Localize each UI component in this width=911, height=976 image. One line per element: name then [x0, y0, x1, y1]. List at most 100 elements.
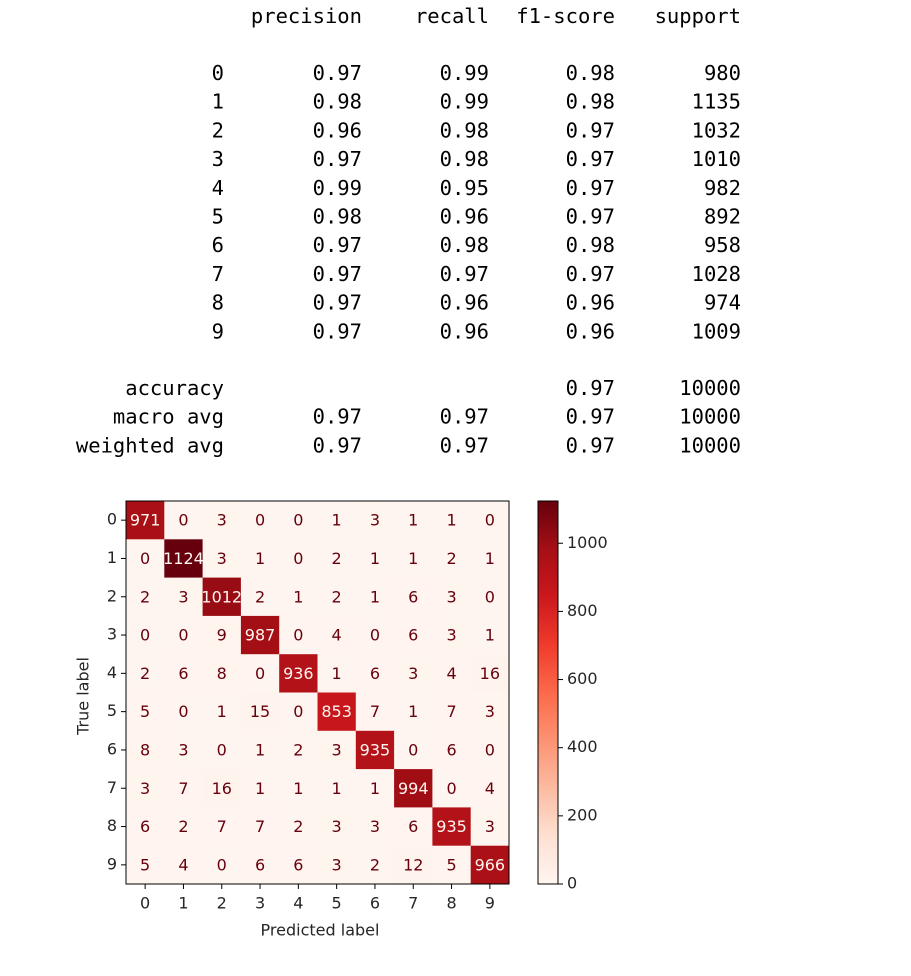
heatmap-cell — [470, 577, 510, 617]
heatmap-cell — [432, 654, 472, 693]
y-tick-label: 0 — [107, 510, 117, 529]
report-row-label: 2 — [212, 118, 224, 142]
cell-label: 1 — [408, 702, 418, 721]
cell-label: 6 — [255, 855, 265, 874]
cell-label: 15 — [250, 702, 270, 721]
x-tick-label: 1 — [178, 894, 188, 913]
heatmap-cell — [202, 501, 242, 540]
cell-label: 1 — [255, 779, 265, 798]
cell-label: 0 — [178, 511, 188, 530]
heatmap-cell — [279, 769, 318, 808]
cell-label: 12 — [403, 855, 423, 874]
heatmap-cell — [470, 654, 510, 693]
cell-label: 0 — [255, 511, 265, 530]
report-value: 0.98 — [440, 147, 489, 171]
cell-label: 1 — [255, 549, 265, 568]
heatmap-cell — [202, 845, 242, 885]
heatmap-cell — [317, 692, 357, 732]
cell-label: 994 — [398, 779, 429, 798]
x-tick-label: 3 — [255, 894, 265, 913]
report-value: 892 — [704, 205, 741, 229]
cell-label: 935 — [360, 740, 391, 759]
cell-label: 3 — [332, 817, 342, 836]
heatmap-cell — [126, 769, 165, 808]
cell-label: 6 — [408, 587, 418, 606]
report-row-label: 1 — [212, 90, 224, 114]
heatmap-cell — [432, 807, 472, 847]
report-header: support — [655, 4, 741, 28]
cell-label: 3 — [446, 587, 456, 606]
heatmap-cell — [279, 654, 318, 693]
report-value: 0.97 — [313, 61, 362, 85]
y-tick-label: 7 — [107, 778, 117, 797]
heatmap-cell — [470, 730, 510, 770]
heatmap-cell — [355, 730, 395, 770]
cell-label: 1 — [408, 549, 418, 568]
cell-label: 853 — [321, 702, 352, 721]
report-value: 0.97 — [566, 205, 615, 229]
report-row-label: 6 — [212, 233, 224, 257]
heatmap-cell — [394, 845, 433, 885]
x-tick-label: 8 — [446, 894, 456, 913]
report-value: 0.96 — [313, 118, 362, 142]
cell-label: 6 — [140, 817, 150, 836]
heatmap-cell — [240, 577, 280, 617]
report-value: 0.96 — [440, 319, 489, 343]
cell-label: 8 — [140, 740, 150, 759]
cell-label: 3 — [332, 740, 342, 759]
report-row-label: 7 — [212, 262, 224, 286]
heatmap-cell — [394, 807, 433, 847]
cell-label: 2 — [255, 587, 265, 606]
cell-label: 1 — [332, 779, 342, 798]
cell-label: 6 — [293, 855, 303, 874]
cell-label: 1 — [370, 587, 380, 606]
cell-label: 0 — [217, 855, 227, 874]
cell-label: 7 — [370, 702, 380, 721]
cell-label: 0 — [446, 779, 456, 798]
heatmap-cell — [240, 845, 280, 885]
heatmap-cell — [126, 730, 165, 770]
heatmap-cell — [279, 501, 318, 540]
heatmap-cell — [202, 615, 242, 655]
cell-label: 2 — [178, 817, 188, 836]
report-row-label: accuracy — [125, 376, 224, 400]
heatmap-cell — [164, 845, 203, 885]
cell-label: 6 — [408, 626, 418, 645]
cell-label: 7 — [217, 817, 227, 836]
heatmap-cell — [164, 692, 203, 732]
cell-label: 935 — [436, 817, 467, 836]
cell-label: 0 — [370, 626, 380, 645]
heatmap-cell — [279, 692, 318, 732]
cell-label: 2 — [140, 587, 150, 606]
heatmap-cell — [355, 539, 395, 578]
report-row-label: macro avg — [113, 405, 224, 429]
heatmap-cell — [202, 807, 242, 847]
cell-label: 16 — [480, 664, 500, 683]
cell-label: 2 — [446, 549, 456, 568]
report-value: 1010 — [692, 147, 741, 171]
x-tick-label: 4 — [293, 894, 303, 913]
heatmap-cell — [279, 807, 318, 847]
report-value: 0.97 — [440, 262, 489, 286]
cell-label: 3 — [178, 740, 188, 759]
cell-label: 936 — [283, 664, 314, 683]
colorbar-tick-label: 0 — [567, 874, 577, 893]
cell-label: 0 — [178, 702, 188, 721]
heatmap-cell — [317, 845, 357, 885]
y-tick-label: 6 — [107, 739, 117, 758]
report-value: 0.97 — [313, 233, 362, 257]
report-value: 1028 — [692, 262, 741, 286]
report-value: 10000 — [679, 376, 741, 400]
report-row-label: 3 — [212, 147, 224, 171]
cell-label: 4 — [446, 664, 456, 683]
cell-label: 1 — [332, 664, 342, 683]
heatmap-cell — [202, 692, 242, 732]
cell-label: 2 — [140, 664, 150, 683]
cell-label: 7 — [255, 817, 265, 836]
report-row-label: 9 — [212, 319, 224, 343]
report-row-label: 4 — [212, 176, 224, 200]
heatmap-cell — [164, 539, 203, 578]
cell-label: 0 — [293, 626, 303, 645]
colorbar-tick-label: 200 — [567, 805, 598, 824]
heatmap-cell — [355, 845, 395, 885]
